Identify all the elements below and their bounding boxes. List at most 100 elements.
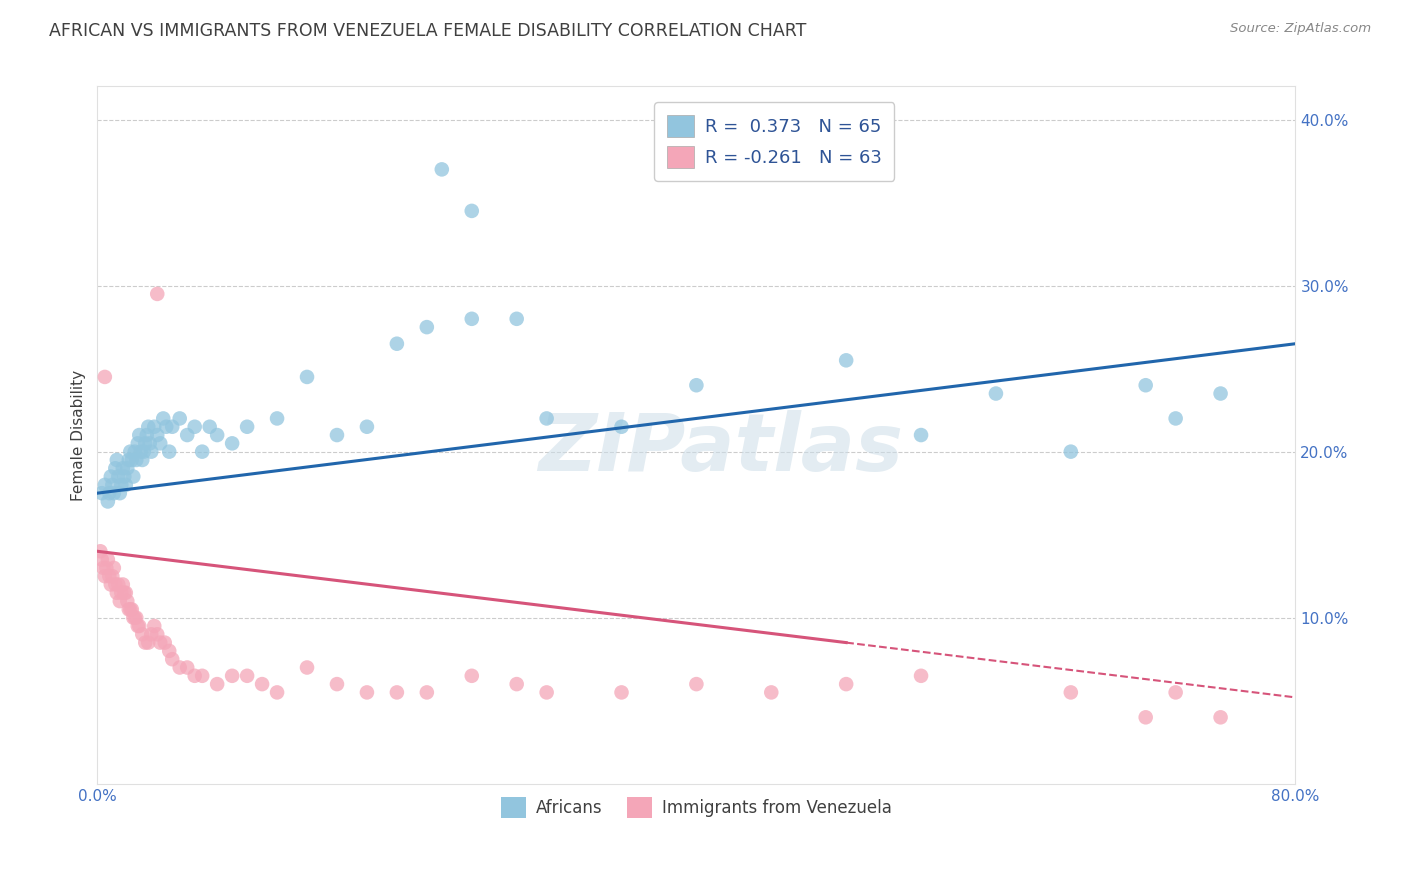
Point: [128, 428, 150, 442]
Point: [128, 619, 150, 633]
Point: [536, 411, 558, 425]
Point: [169, 660, 191, 674]
Point: [149, 635, 172, 649]
Point: [610, 685, 633, 699]
Point: [536, 685, 558, 699]
Point: [835, 677, 858, 691]
Point: [122, 469, 145, 483]
Point: [108, 486, 131, 500]
Point: [127, 436, 149, 450]
Point: [124, 610, 146, 624]
Point: [610, 419, 633, 434]
Point: [93, 561, 115, 575]
Point: [910, 428, 932, 442]
Point: [149, 436, 172, 450]
Point: [176, 428, 198, 442]
Point: [984, 386, 1007, 401]
Point: [295, 370, 318, 384]
Point: [153, 635, 176, 649]
Point: [157, 444, 180, 458]
Point: [141, 627, 163, 641]
Point: [835, 353, 858, 368]
Point: [124, 444, 146, 458]
Point: [143, 419, 166, 434]
Point: [104, 577, 127, 591]
Point: [103, 486, 125, 500]
Point: [205, 677, 228, 691]
Point: [191, 669, 214, 683]
Point: [118, 453, 141, 467]
Point: [134, 635, 156, 649]
Point: [160, 419, 183, 434]
Point: [152, 411, 174, 425]
Point: [132, 444, 155, 458]
Point: [98, 569, 121, 583]
Point: [295, 660, 318, 674]
Point: [183, 419, 205, 434]
Point: [221, 436, 243, 450]
Point: [94, 478, 117, 492]
Point: [139, 436, 162, 450]
Point: [94, 370, 117, 384]
Point: [108, 594, 131, 608]
Point: [1164, 685, 1187, 699]
Point: [1135, 378, 1157, 392]
Point: [129, 444, 152, 458]
Point: [146, 428, 169, 442]
Point: [1060, 444, 1083, 458]
Point: [127, 619, 149, 633]
Point: [326, 677, 349, 691]
Point: [155, 419, 177, 434]
Point: [97, 494, 120, 508]
Point: [90, 552, 112, 566]
Point: [461, 669, 484, 683]
Point: [505, 311, 527, 326]
Point: [90, 486, 112, 500]
Point: [122, 610, 145, 624]
Point: [761, 685, 783, 699]
Point: [205, 428, 228, 442]
Point: [326, 428, 349, 442]
Point: [111, 461, 134, 475]
Point: [176, 660, 198, 674]
Point: [100, 577, 122, 591]
Point: [135, 428, 157, 442]
Point: [141, 444, 163, 458]
Point: [146, 286, 169, 301]
Point: [385, 685, 408, 699]
Point: [1135, 710, 1157, 724]
Point: [236, 419, 259, 434]
Point: [146, 627, 169, 641]
Point: [121, 602, 143, 616]
Point: [1164, 411, 1187, 425]
Point: [266, 411, 288, 425]
Point: [685, 677, 707, 691]
Point: [131, 453, 153, 467]
Point: [97, 552, 120, 566]
Point: [685, 378, 707, 392]
Point: [110, 586, 132, 600]
Point: [120, 444, 142, 458]
Point: [1209, 710, 1232, 724]
Point: [910, 669, 932, 683]
Point: [100, 469, 122, 483]
Point: [114, 586, 136, 600]
Point: [356, 419, 378, 434]
Point: [105, 586, 128, 600]
Point: [160, 652, 183, 666]
Point: [105, 453, 128, 467]
Point: [134, 436, 156, 450]
Point: [114, 478, 136, 492]
Point: [236, 669, 259, 683]
Point: [505, 677, 527, 691]
Point: [385, 336, 408, 351]
Point: [461, 203, 484, 218]
Text: Source: ZipAtlas.com: Source: ZipAtlas.com: [1230, 22, 1371, 36]
Point: [101, 478, 124, 492]
Point: [120, 602, 142, 616]
Point: [117, 594, 139, 608]
Point: [112, 586, 135, 600]
Point: [118, 602, 141, 616]
Point: [125, 453, 148, 467]
Point: [1060, 685, 1083, 699]
